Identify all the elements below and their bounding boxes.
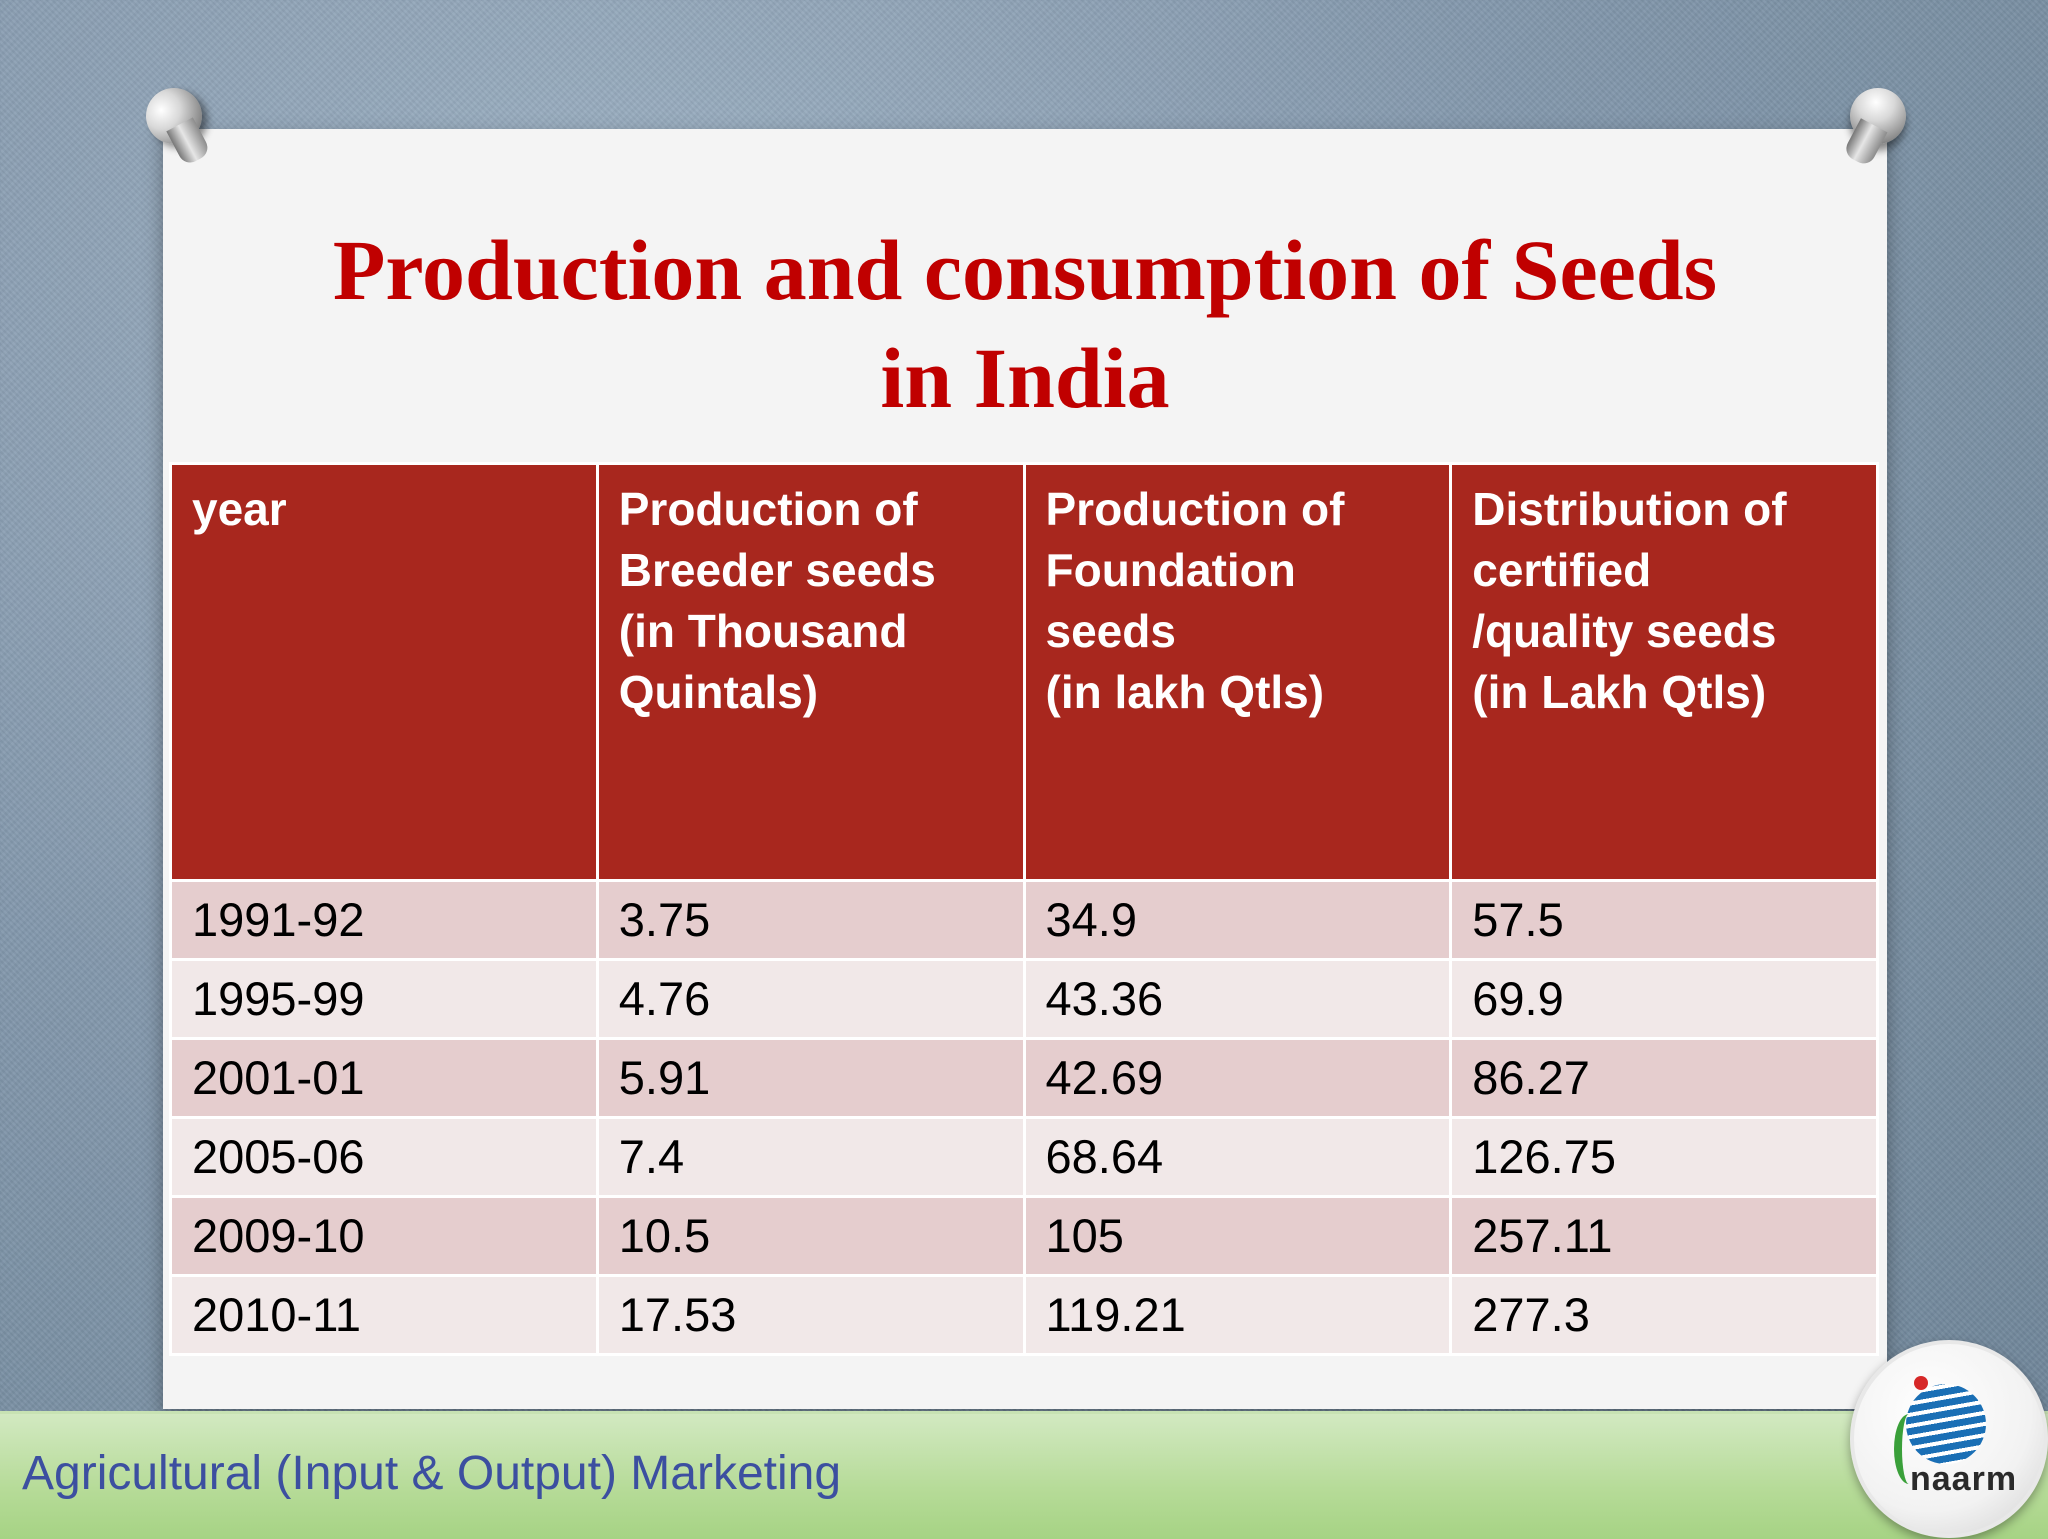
header-year: year — [169, 462, 599, 882]
header-line: seeds — [1045, 605, 1176, 657]
cell-certified: 257.11 — [1449, 1195, 1879, 1277]
cell-foundation: 43.36 — [1022, 958, 1453, 1040]
logo-text: naarm — [1910, 1460, 2018, 1498]
cell-foundation: 105 — [1022, 1195, 1453, 1277]
header-line: Breeder seeds — [618, 544, 936, 596]
cell-year: 2010-11 — [169, 1274, 599, 1356]
table-row: 1991-92 3.75 34.9 57.5 — [169, 879, 1879, 961]
header-line: /quality seeds — [1472, 605, 1777, 657]
slide-title-line-1: Production and consumption of Seeds — [332, 222, 1718, 318]
naarm-logo: naarm — [1850, 1340, 2048, 1538]
cell-breeder: 10.5 — [595, 1195, 1026, 1277]
table-row: 2010-11 17.53 119.21 277.3 — [169, 1274, 1879, 1356]
cell-breeder: 4.76 — [595, 958, 1026, 1040]
table-row: 2009-10 10.5 105 257.11 — [169, 1195, 1879, 1277]
header-line: certified — [1472, 544, 1652, 596]
header-certified-seeds: Distribution of certified /quality seeds… — [1449, 462, 1879, 882]
cell-certified: 126.75 — [1449, 1116, 1879, 1198]
cell-certified: 57.5 — [1449, 879, 1879, 961]
header-line: Distribution of — [1472, 483, 1787, 535]
footer-bar — [0, 1411, 2048, 1539]
cell-foundation: 42.69 — [1022, 1037, 1453, 1119]
cell-breeder: 17.53 — [595, 1274, 1026, 1356]
cell-breeder: 5.91 — [595, 1037, 1026, 1119]
table-row: 1995-99 4.76 43.36 69.9 — [169, 958, 1879, 1040]
header-year-line: year — [192, 483, 287, 535]
seed-data-table: year Production of Breeder seeds (in Tho… — [169, 462, 1879, 1356]
header-line: Foundation — [1045, 544, 1296, 596]
header-line: (in Thousand — [618, 605, 908, 657]
cell-year: 2005-06 — [169, 1116, 599, 1198]
leaf-icon — [1894, 1414, 1924, 1484]
table-row: 2005-06 7.4 68.64 126.75 — [169, 1116, 1879, 1198]
cell-year: 1995-99 — [169, 958, 599, 1040]
header-line: (in lakh Qtls) — [1045, 666, 1325, 718]
slide-title-line-2: in India — [880, 330, 1170, 426]
table-row: 2001-01 5.91 42.69 86.27 — [169, 1037, 1879, 1119]
cell-certified: 69.9 — [1449, 958, 1879, 1040]
header-line: (in Lakh Qtls) — [1472, 666, 1767, 718]
cell-foundation: 34.9 — [1022, 879, 1453, 961]
header-line: Production of — [1045, 483, 1345, 535]
cell-foundation: 119.21 — [1022, 1274, 1453, 1356]
header-foundation-seeds: Production of Foundation seeds (in lakh … — [1022, 462, 1453, 882]
header-line: Quintals) — [618, 666, 819, 718]
cell-foundation: 68.64 — [1022, 1116, 1453, 1198]
header-line: Production of — [618, 483, 918, 535]
cell-year: 2001-01 — [169, 1037, 599, 1119]
cell-breeder: 7.4 — [595, 1116, 1026, 1198]
header-breeder-seeds: Production of Breeder seeds (in Thousand… — [595, 462, 1026, 882]
table-header-row: year Production of Breeder seeds (in Tho… — [169, 462, 1879, 882]
slide-title: Production and consumption of Seeds in I… — [163, 216, 1887, 432]
cell-certified: 86.27 — [1449, 1037, 1879, 1119]
red-dot-icon — [1914, 1376, 1928, 1390]
footer-title: Agricultural (Input & Output) Marketing — [22, 1447, 842, 1500]
cell-breeder: 3.75 — [595, 879, 1026, 961]
cell-year: 2009-10 — [169, 1195, 599, 1277]
cell-certified: 277.3 — [1449, 1274, 1879, 1356]
cell-year: 1991-92 — [169, 879, 599, 961]
